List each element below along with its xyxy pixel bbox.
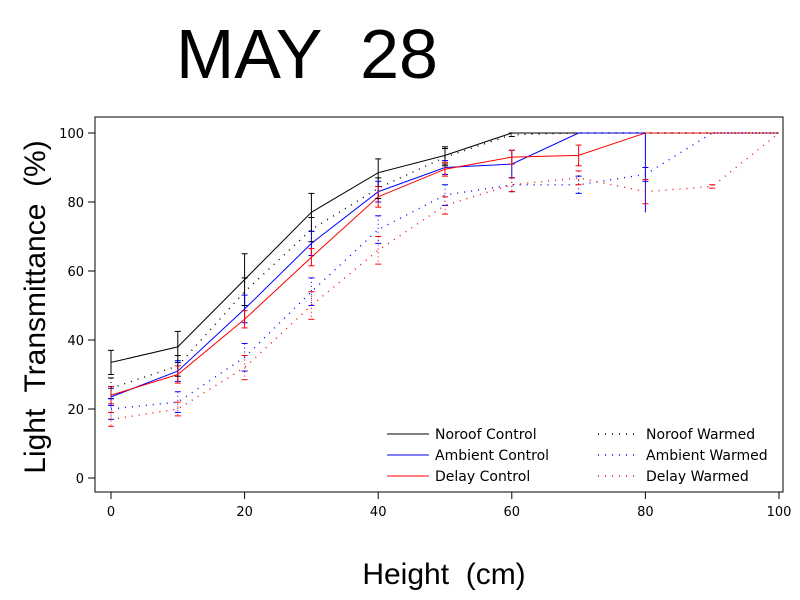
- legend: Noroof Control Ambient Control Delay Contr…: [387, 427, 768, 485]
- y-tick-label: 80: [67, 196, 84, 211]
- series-layer: [108, 132, 780, 427]
- error-bar-ambient-warmed: [241, 342, 248, 372]
- y-tick-label: 100: [59, 127, 84, 142]
- error-bar-noroof-warmed: [375, 177, 382, 200]
- x-tick-label: 100: [767, 505, 792, 520]
- legend-label-noroof-control: Noroof Control: [435, 427, 537, 443]
- error-bar-delay-warmed: [308, 291, 315, 320]
- error-bar-ambient-warmed: [375, 215, 382, 244]
- error-bar-delay-control: [508, 149, 515, 165]
- error-bar-noroof-warmed: [241, 277, 248, 306]
- x-tick-label: 0: [107, 505, 115, 520]
- error-bar-delay-warmed: [241, 355, 248, 381]
- error-bar-delay-warmed: [108, 411, 114, 427]
- error-bar-delay-warmed: [508, 177, 515, 193]
- error-bar-ambient-warmed: [442, 184, 448, 206]
- error-bar-delay-control: [375, 185, 382, 208]
- error-bar-delay-warmed: [575, 170, 582, 186]
- error-bar-delay-warmed: [442, 196, 448, 215]
- x-tick-label: 80: [637, 505, 654, 520]
- series-line-delay-warmed: [110, 132, 780, 421]
- error-bar-delay-control: [241, 310, 248, 329]
- error-bar-delay-warmed: [375, 236, 382, 265]
- error-bar-ambient-warmed: [308, 277, 315, 306]
- error-bar-noroof-warmed: [174, 355, 181, 377]
- chart-title: MAY 28: [176, 15, 438, 93]
- legend-label-ambient-warmed: Ambient Warmed: [646, 448, 768, 464]
- y-tick-label: 0: [76, 472, 84, 487]
- error-bar-ambient-warmed: [642, 167, 649, 182]
- x-tick-label: 60: [504, 505, 521, 520]
- error-bar-noroof-warmed: [308, 217, 315, 243]
- legend-label-ambient-control: Ambient Control: [435, 448, 549, 464]
- x-tick-label: 20: [236, 505, 253, 520]
- legend-label-delay-control: Delay Control: [435, 469, 530, 485]
- legend-label-noroof-warmed: Noroof Warmed: [646, 427, 755, 443]
- error-bar-delay-warmed: [174, 401, 181, 417]
- y-tick-label: 40: [67, 334, 84, 349]
- legend-label-delay-warmed: Delay Warmed: [646, 469, 749, 485]
- error-bar-delay-warmed: [642, 179, 649, 205]
- error-bar-noroof-control: [108, 349, 114, 375]
- plot-frame: [94, 116, 784, 493]
- error-bar-delay-warmed: [709, 184, 716, 189]
- x-axis-label: Height (cm): [362, 558, 525, 591]
- error-bar-ambient-warmed: [174, 391, 181, 413]
- error-bar-noroof-warmed: [508, 132, 515, 137]
- x-tick-label: 40: [370, 505, 387, 520]
- axis-ticks: 0 20 40 60 80 100 0 20 40 60 80 100: [59, 127, 791, 520]
- error-bar-delay-control: [308, 248, 315, 267]
- y-tick-label: 60: [67, 265, 84, 280]
- error-bar-delay-control: [108, 386, 114, 405]
- error-bar-delay-control: [575, 144, 582, 167]
- error-bar-noroof-warmed: [442, 148, 448, 167]
- y-axis-label: Light Transmittance (%): [19, 140, 52, 473]
- y-tick-label: 20: [67, 403, 84, 418]
